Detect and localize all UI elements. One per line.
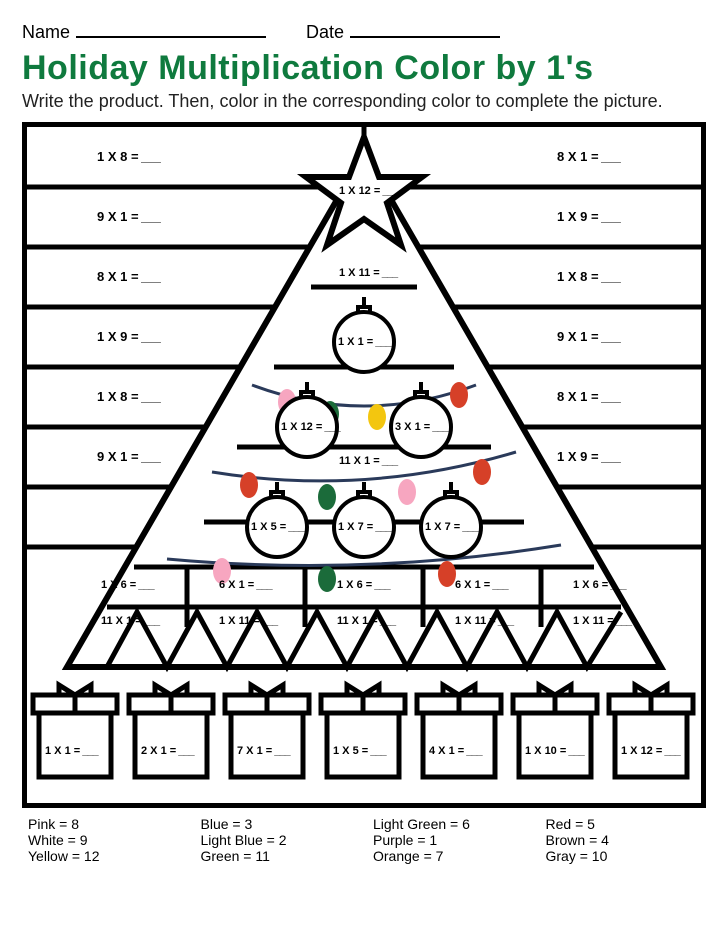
legend-item: Blue = 3 <box>201 816 253 832</box>
gift-expr-5[interactable]: 1 X 10 = <box>525 745 584 757</box>
page-title: Holiday Multiplication Color by 1's <box>22 49 706 88</box>
gift-expr-1[interactable]: 2 X 1 = <box>141 745 194 757</box>
worksheet: 1 X 8 = 9 X 1 = 8 X 1 = 1 X 9 = 1 X 8 = 9 X 1… <box>22 122 706 808</box>
legend-item: Orange = 7 <box>373 848 443 864</box>
bg-left-0[interactable]: 1 X 8 = <box>97 149 160 164</box>
strip1-3[interactable]: 6 X 1 = <box>455 579 508 591</box>
ornament-expr-0[interactable]: 1 X 1 = <box>338 336 391 348</box>
date-field[interactable]: Date <box>306 18 500 43</box>
tree-tier-2[interactable]: 11 X 1 = <box>339 455 397 467</box>
strip1-2[interactable]: 1 X 6 = <box>337 579 390 591</box>
legend-item: Light Blue = 2 <box>201 832 287 848</box>
legend-item: Brown = 4 <box>546 832 609 848</box>
date-label: Date <box>306 22 344 43</box>
bg-right-4[interactable]: 8 X 1 = <box>557 389 620 404</box>
instructions: Write the product. Then, color in the co… <box>22 90 706 113</box>
name-label: Name <box>22 22 70 43</box>
gift-expr-3[interactable]: 1 X 5 = <box>333 745 386 757</box>
strip1-0[interactable]: 1 X 6 = <box>101 579 154 591</box>
strip2-0[interactable]: 11 X 1 = <box>101 615 159 627</box>
bg-left-2[interactable]: 8 X 1 = <box>97 269 160 284</box>
ornament-expr-1[interactable]: 1 X 12 = <box>281 421 340 433</box>
bg-left-4[interactable]: 1 X 8 = <box>97 389 160 404</box>
strip1-4[interactable]: 1 X 6 = <box>573 579 626 591</box>
gift-expr-6[interactable]: 1 X 12 = <box>621 745 680 757</box>
strip2-2[interactable]: 11 X 1 = <box>337 615 395 627</box>
ornament-expr-2[interactable]: 3 X 1 = <box>395 421 448 433</box>
gift-expr-4[interactable]: 4 X 1 = <box>429 745 482 757</box>
strip1-1[interactable]: 6 X 1 = <box>219 579 272 591</box>
gift-expr-0[interactable]: 1 X 1 = <box>45 745 98 757</box>
legend-item: Red = 5 <box>546 816 595 832</box>
gift-expr-2[interactable]: 7 X 1 = <box>237 745 290 757</box>
legend-item: Purple = 1 <box>373 832 437 848</box>
bg-right-2[interactable]: 1 X 8 = <box>557 269 620 284</box>
legend-item: White = 9 <box>28 832 88 848</box>
name-field[interactable]: Name <box>22 18 266 43</box>
bg-left-3[interactable]: 1 X 9 = <box>97 329 160 344</box>
bg-left-1[interactable]: 9 X 1 = <box>97 209 160 224</box>
star-expr[interactable]: 1 X 12 = <box>339 185 398 197</box>
ornament-expr-4[interactable]: 1 X 7 = <box>338 521 391 533</box>
strip2-4[interactable]: 1 X 11 = <box>573 615 631 627</box>
header: Name Date <box>22 18 706 43</box>
legend-item: Pink = 8 <box>28 816 79 832</box>
legend-item: Gray = 10 <box>546 848 608 864</box>
bg-right-3[interactable]: 9 X 1 = <box>557 329 620 344</box>
strip2-1[interactable]: 1 X 11 = <box>219 615 277 627</box>
legend-item: Light Green = 6 <box>373 816 470 832</box>
bg-right-5[interactable]: 1 X 9 = <box>557 449 620 464</box>
bg-right-0[interactable]: 8 X 1 = <box>557 149 620 164</box>
bg-right-1[interactable]: 1 X 9 = <box>557 209 620 224</box>
name-blank[interactable] <box>76 18 266 38</box>
legend-item: Yellow = 12 <box>28 848 99 864</box>
legend-item: Green = 11 <box>201 848 270 864</box>
date-blank[interactable] <box>350 18 500 38</box>
ornament-expr-3[interactable]: 1 X 5 = <box>251 521 304 533</box>
ornament-expr-5[interactable]: 1 X 7 = <box>425 521 478 533</box>
strip2-3[interactable]: 1 X 11 = <box>455 615 513 627</box>
tree-tier-1[interactable]: 1 X 11 = <box>339 267 397 279</box>
color-legend: Pink = 8White = 9Yellow = 12Blue = 3Ligh… <box>22 816 706 864</box>
bg-left-5[interactable]: 9 X 1 = <box>97 449 160 464</box>
